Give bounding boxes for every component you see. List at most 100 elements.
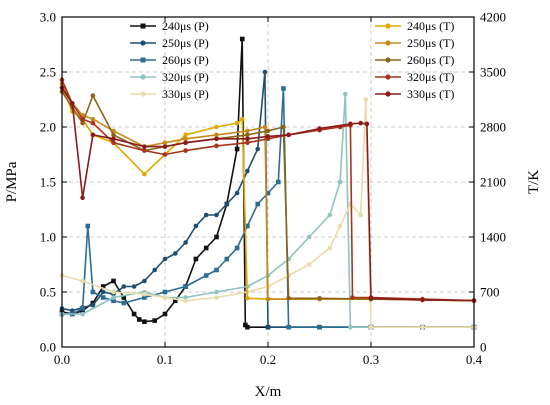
data-point [327, 212, 333, 218]
legend-label: 330μs (T) [407, 87, 454, 101]
data-point [183, 284, 188, 289]
y-left-tick-label: 1.5 [40, 175, 56, 190]
y-axis-left-title: P/MPa [4, 161, 20, 202]
series-line [62, 93, 474, 329]
data-point [317, 295, 322, 301]
data-point [80, 116, 85, 122]
legend-label: 240μs (P) [162, 19, 209, 33]
data-point [183, 148, 188, 153]
data-point [358, 120, 364, 126]
y-left-tick-label: 0.5 [40, 285, 56, 300]
data-point [111, 136, 116, 142]
data-point [234, 120, 240, 126]
legend-marker [140, 40, 146, 46]
legend-label: 240μs (T) [407, 19, 454, 33]
data-point [281, 86, 286, 91]
data-point [214, 295, 219, 300]
data-point [214, 132, 219, 138]
data-point [183, 140, 188, 146]
y-right-tick-label: 4200 [480, 10, 506, 25]
data-point [245, 136, 250, 142]
data-point [121, 295, 127, 300]
data-point [306, 262, 312, 267]
y-axis-right-title: T/K [526, 170, 542, 194]
legend-item: 320μs (P) [130, 70, 209, 84]
legend-item: 240μs (T) [375, 19, 454, 33]
data-point [162, 295, 168, 300]
data-point [162, 152, 168, 157]
legend-item: 260μs (P) [130, 53, 209, 67]
data-point [111, 140, 116, 146]
data-point [183, 132, 188, 138]
data-point [239, 116, 245, 122]
data-point [265, 190, 271, 196]
data-point [265, 324, 271, 330]
legend-label: 260μs (T) [407, 53, 454, 67]
data-point [162, 144, 168, 149]
x-tick-label: 0.1 [157, 352, 173, 367]
legend-marker [140, 23, 146, 29]
data-point [183, 295, 188, 300]
y-right-tick-label: 2800 [480, 120, 506, 135]
data-point [90, 289, 96, 295]
data-point [85, 223, 91, 229]
data-point [342, 91, 348, 97]
y-left-tick-label: 1.0 [40, 230, 56, 245]
data-point [286, 324, 291, 330]
data-point [363, 97, 369, 102]
data-point [245, 324, 250, 330]
data-point [111, 295, 116, 300]
data-point [80, 278, 85, 284]
data-point [142, 278, 147, 284]
legend-item: 250μs (T) [375, 36, 454, 50]
data-point [214, 289, 219, 295]
data-point [90, 132, 96, 138]
data-point [183, 298, 188, 304]
data-point [234, 190, 240, 196]
data-point [265, 134, 271, 139]
data-point [173, 251, 178, 256]
data-point [111, 132, 116, 138]
legend: 240μs (P) 250μs (P) 260μs (P) 320μs (P) 330μ… [130, 19, 454, 101]
data-point [203, 212, 209, 218]
data-point [262, 124, 268, 130]
legend-label: 330μs (P) [162, 87, 209, 101]
series-layer [59, 36, 477, 330]
data-point [286, 132, 291, 138]
data-point [142, 291, 147, 297]
data-point [142, 148, 147, 153]
data-point [111, 289, 116, 295]
data-point [255, 146, 260, 152]
data-point [420, 324, 425, 330]
data-point [245, 132, 250, 138]
legend-item: 330μs (T) [375, 87, 454, 101]
x-tick-label: 0.0 [54, 352, 70, 367]
y-left-tick-label: 2.5 [40, 65, 56, 80]
data-point [142, 144, 147, 149]
y-left-tick-label: 0.0 [40, 340, 56, 355]
data-point [121, 284, 127, 289]
data-point [348, 121, 353, 127]
legend-marker [385, 40, 391, 46]
data-point [364, 121, 370, 127]
y-right-tick-label: 700 [480, 285, 500, 300]
data-point [337, 223, 343, 229]
data-point [142, 171, 147, 177]
data-point [80, 311, 85, 317]
data-point [262, 69, 268, 75]
data-point [214, 212, 219, 218]
data-point [90, 116, 96, 122]
data-point [111, 278, 116, 284]
y-right-tick-label: 2100 [480, 175, 506, 190]
data-point [214, 136, 219, 142]
data-point [265, 128, 271, 134]
data-point [245, 140, 250, 146]
data-point [193, 223, 199, 229]
data-point [80, 120, 85, 126]
axes: 0.0 0.1 0.2 0.3 0.4 0.0 0.5 1.0 1.5 2.0 2.5 3.0 0 700… [40, 10, 506, 368]
data-point [162, 256, 168, 262]
data-point [80, 306, 85, 311]
legend-marker [385, 23, 391, 29]
legend-item: 260μs (T) [375, 53, 454, 67]
legend-marker [140, 57, 146, 63]
